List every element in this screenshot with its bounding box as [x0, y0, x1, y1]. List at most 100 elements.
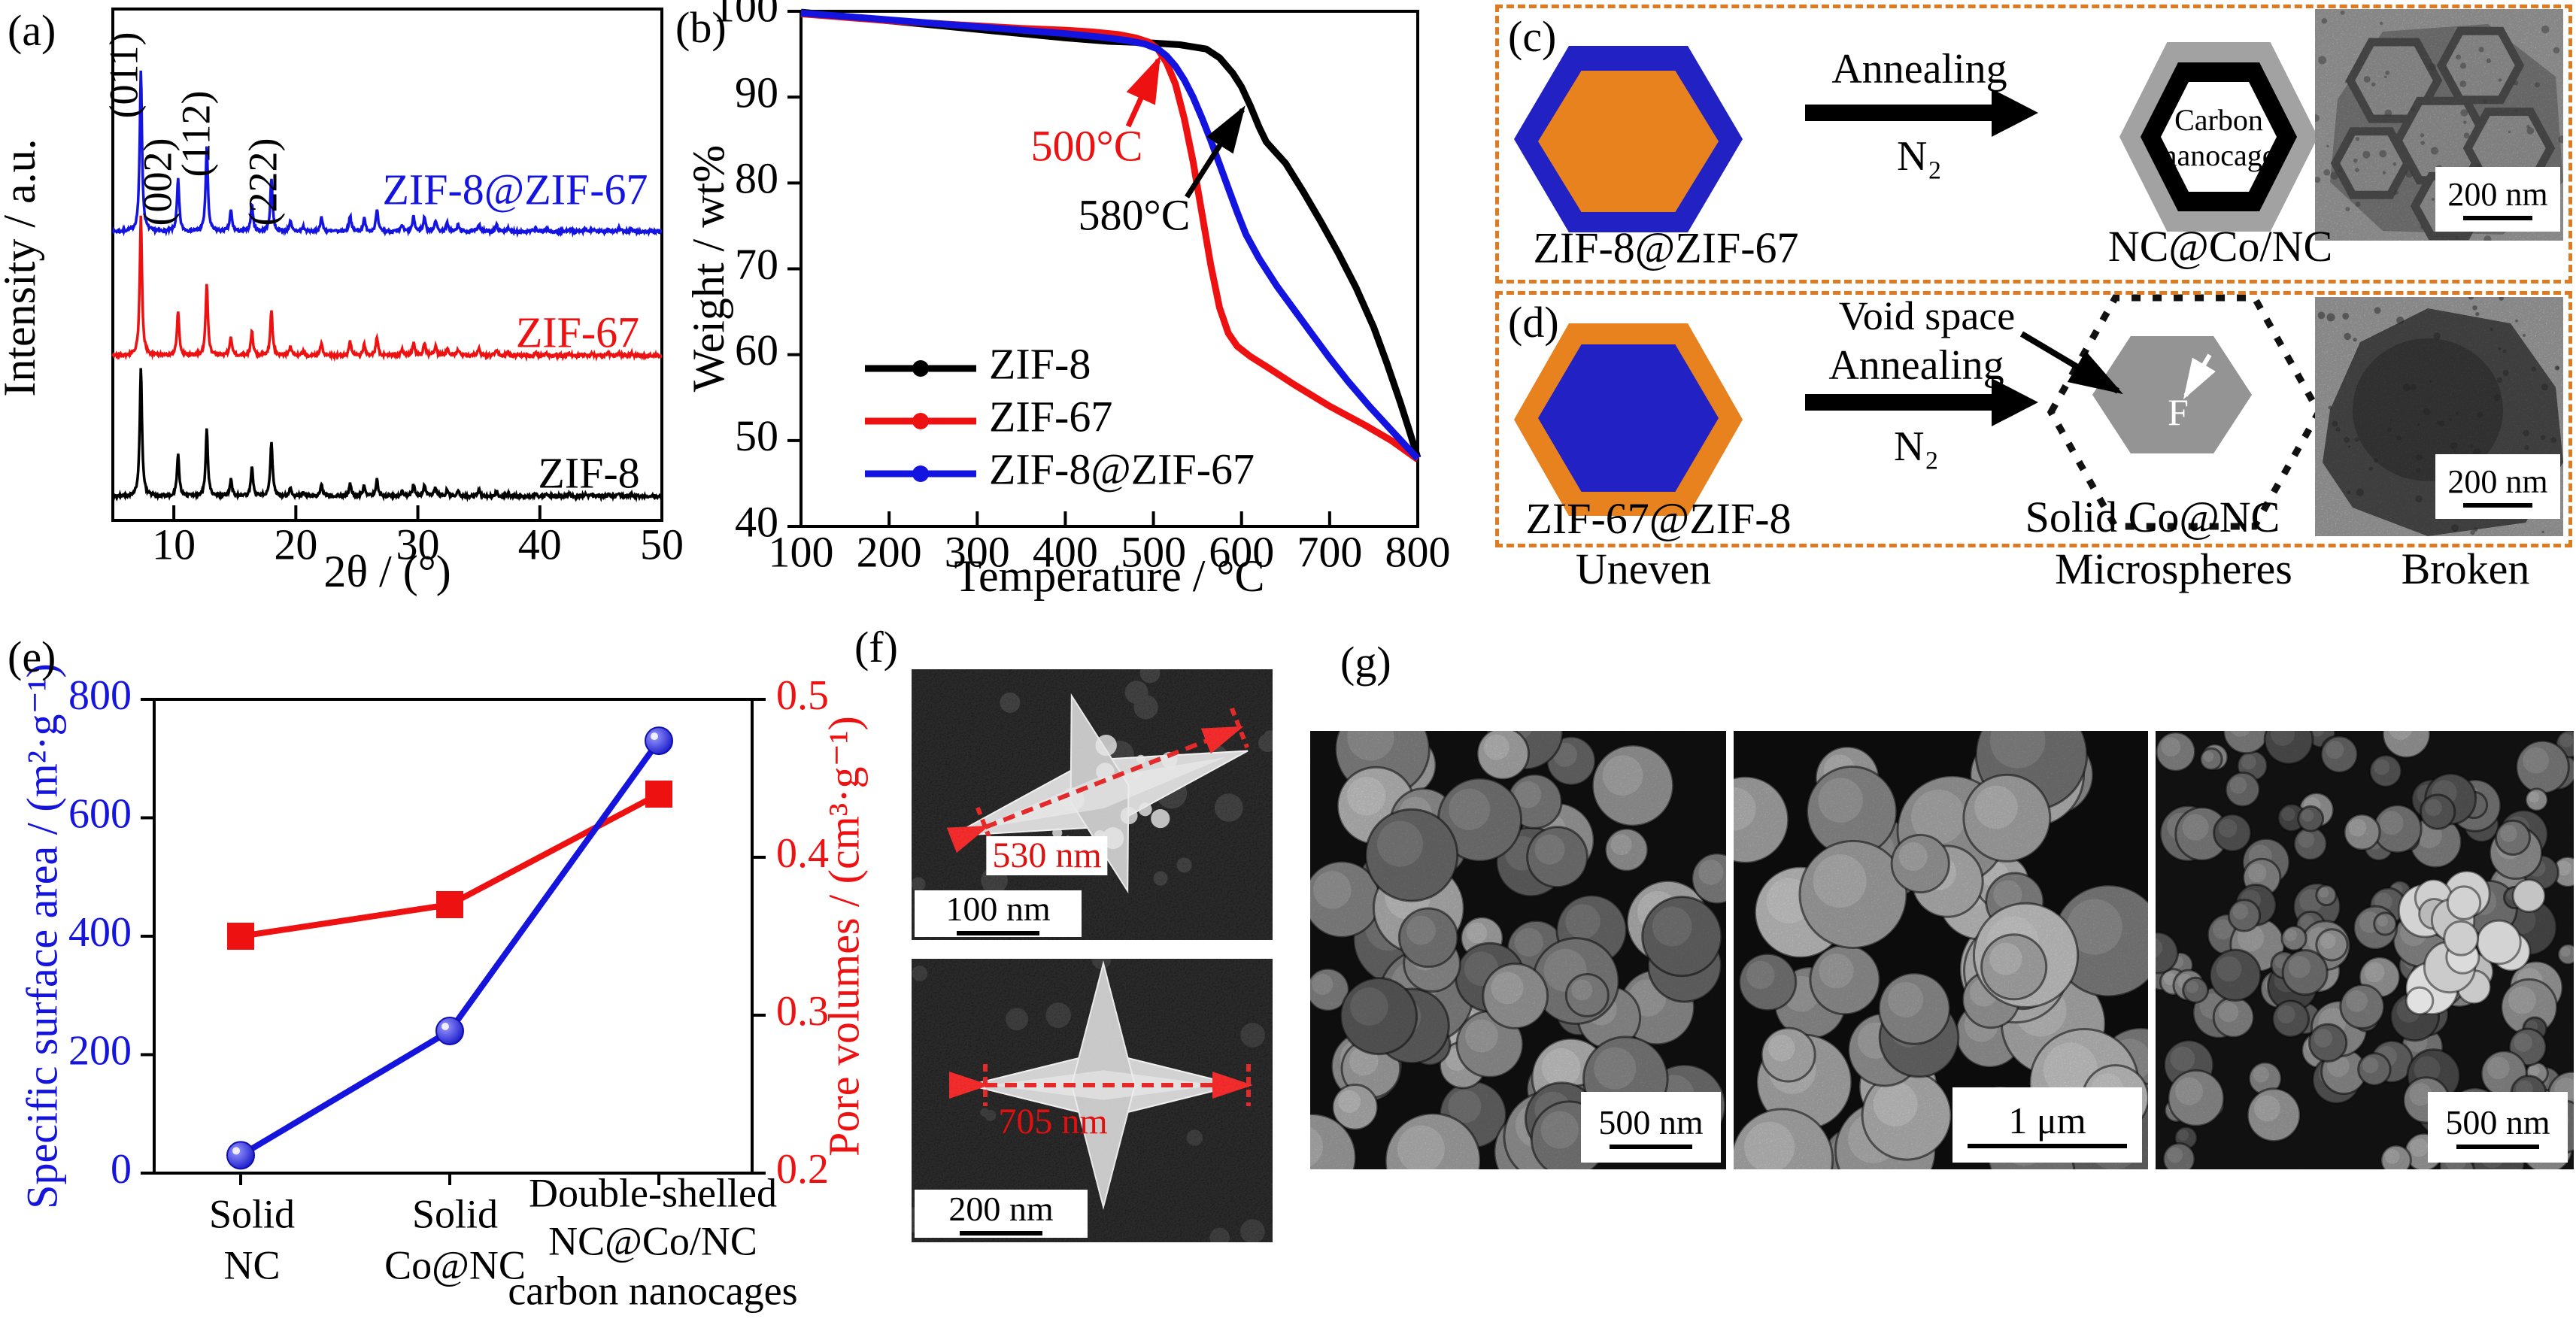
scheme-c-n2-label: N₂	[1897, 133, 1942, 180]
sem-f2-scalebar: 200 nm	[915, 1190, 1088, 1238]
panel-g-label: (g)	[1340, 638, 1391, 687]
shrink-arrow-icon	[2183, 353, 2216, 400]
xrd-trace-label-zif8: ZIF-8	[538, 448, 639, 497]
xrd-trace-zif-67	[111, 215, 663, 362]
tga-y-tick-label: 70	[735, 240, 778, 289]
scheme-c-product-label: NC@Co/NC	[2107, 222, 2333, 271]
sp-cat-label-0-0: Solid	[209, 1191, 295, 1236]
scheme-c-cage-text-2: nanocage	[2162, 138, 2276, 172]
sp-right-tick-label: 0.5	[776, 672, 829, 719]
tga-annotation-500c: 500°C	[1031, 121, 1143, 170]
xrd-x-tick-label: 30	[396, 520, 440, 569]
sp-marker-square	[436, 891, 463, 918]
scheme-uneven-label: Uneven	[1575, 544, 1712, 593]
panel-d-label: (d)	[1508, 298, 1559, 347]
tga-x-tick-label: 100	[769, 527, 834, 576]
tga-x-tick-label: 700	[1297, 527, 1362, 576]
tem-d-scalebar-text: 200 nm	[2447, 463, 2548, 500]
sp-cat-label-1-0: Solid	[412, 1191, 498, 1236]
tga-legend-label-2: ZIF-8@ZIF-67	[989, 444, 1255, 493]
sem-g3-scalebar: 500 nm	[2428, 1092, 2568, 1163]
tga-y-tick-label: 60	[735, 326, 778, 374]
sp-left-tick-label: 800	[68, 672, 132, 719]
process-arrow-c	[1805, 89, 2038, 137]
sem-f1-measure-label: 530 nm	[986, 836, 1108, 875]
sem-f2-scalebar-line	[960, 1231, 1042, 1236]
sp-left-tick-label: 600	[68, 790, 132, 837]
scheme-d-n2-label: N₂	[1894, 423, 1939, 470]
tga-x-tick-label: 800	[1385, 527, 1451, 576]
tga-x-tick-label: 400	[1033, 527, 1098, 576]
sem-g3-scalebar-line	[2456, 1145, 2539, 1149]
xrd-trace-zif-8	[111, 368, 663, 503]
xrd-trace-label-zif67: ZIF-67	[516, 308, 639, 356]
scheme-d-core-letter: F	[2168, 391, 2189, 433]
sem-f1-scalebar-line	[957, 931, 1039, 935]
process-arrow-d	[1805, 378, 2038, 426]
void-space-arrow-icon	[2019, 331, 2123, 395]
sp-left-axis-title: Specific surface area / (m²·g⁻¹)	[17, 663, 66, 1209]
tga-legend-marker	[912, 360, 929, 377]
sem-f1-scalebar-text: 100 nm	[945, 890, 1051, 928]
xrd-x-tick-label: 40	[518, 520, 562, 569]
sem-g3-scalebar-text: 500 nm	[2445, 1103, 2550, 1142]
panel-e-label: (e)	[8, 632, 56, 681]
tem-c-scalebar: 200 nm	[2435, 167, 2560, 232]
sp-marker-highlight	[441, 1023, 449, 1030]
scheme-broken-label: Broken	[2401, 544, 2530, 593]
hexagon-d-core-zif67	[1538, 344, 1719, 492]
sem-f2-measure-label: 705 nm	[998, 1102, 1108, 1142]
tga-annotation-arrow-580c	[1185, 105, 1246, 199]
scheme-d-reactant-label: ZIF-67@ZIF-8	[1525, 494, 1792, 543]
tga-y-tick-label: 100	[713, 0, 778, 31]
sp-right-axis-title: Pore volumes / (cm³·g⁻¹)	[819, 716, 868, 1157]
tga-y-tick-label: 50	[735, 411, 778, 460]
sem-g1-scalebar-line	[1610, 1145, 1692, 1149]
sem-f1-scalebar: 100 nm	[915, 890, 1082, 937]
tem-c-scalebar-line	[2463, 216, 2532, 220]
tem-d-scalebar-line	[2463, 503, 2532, 508]
sp-right-tick-label: 0.3	[776, 988, 829, 1035]
xrd-trace-zif-8@zif-67	[111, 70, 663, 238]
scheme-microspheres-label: Microspheres	[2055, 544, 2292, 593]
xrd-plot-frame	[111, 8, 663, 522]
tga-x-tick-label: 300	[945, 527, 1010, 576]
sp-cat-label-2-2: carbon nanocages	[508, 1268, 797, 1313]
xrd-peak-label-0: (011)	[101, 32, 146, 119]
sp-line-surface-area	[238, 738, 662, 1158]
tem-c-scalebar-text: 200 nm	[2447, 176, 2548, 213]
tga-annotation-580c: 580°C	[1079, 190, 1191, 239]
tga-y-tick-label: 90	[735, 68, 778, 117]
xrd-y-axis-title: Intensity / a.u.	[0, 138, 44, 396]
sem-g2-scalebar-line	[1968, 1144, 2127, 1148]
tga-x-tick-label: 600	[1209, 527, 1274, 576]
sp-cat-label-1-1: Co@NC	[384, 1242, 526, 1287]
scheme-d-product-label: Solid Co@NC	[2025, 493, 2280, 541]
panel-a-label: (a)	[8, 6, 56, 55]
sp-right-tick-label: 0.4	[776, 830, 829, 877]
tga-curve-zif-8@zif-67	[800, 9, 1421, 461]
sp-left-tick-label: 400	[68, 909, 132, 956]
tga-y-tick-label: 80	[735, 154, 778, 203]
sem-f2-scalebar-text: 200 nm	[948, 1190, 1054, 1228]
sp-marker-square	[645, 781, 672, 808]
sp-left-tick-label: 200	[68, 1027, 132, 1074]
scheme-c-annealing-label: Annealing	[1831, 46, 2007, 92]
scheme-c-cage-text-1: Carbon	[2174, 103, 2263, 137]
xrd-x-axis-title: 2θ / (°)	[323, 547, 451, 596]
panel-c-label: (c)	[1508, 12, 1557, 61]
sem-g2-scalebar-text: 1 μm	[2008, 1099, 2086, 1142]
panel-b-label: (b)	[675, 3, 727, 52]
sp-marker-square	[227, 923, 254, 950]
sp-marker-circle	[645, 726, 673, 756]
sem-g2-scalebar: 1 μm	[1952, 1087, 2142, 1163]
tga-legend-marker	[912, 413, 929, 429]
hexagon-c-product-cavity	[2161, 82, 2277, 192]
sp-marker-highlight	[651, 732, 658, 741]
xrd-x-tick-label: 10	[152, 520, 196, 569]
sem-g1-scalebar: 500 nm	[1581, 1092, 1721, 1163]
tga-legend-label-0: ZIF-8	[989, 339, 1091, 388]
sp-cat-label-2-0: Double-shelled	[529, 1170, 777, 1215]
